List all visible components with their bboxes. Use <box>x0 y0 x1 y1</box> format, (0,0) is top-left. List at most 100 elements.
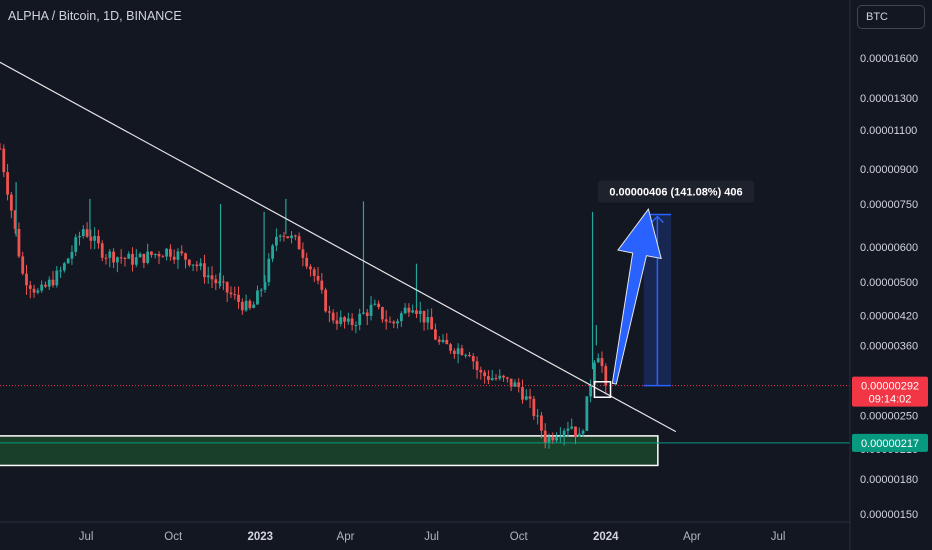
candle-body <box>445 339 449 345</box>
y-tick-label: 0.00000750 <box>860 199 918 211</box>
candle-body <box>392 321 396 324</box>
y-tick-label: 0.00000250 <box>860 411 918 423</box>
candle-body <box>524 396 528 400</box>
candle-body <box>449 344 452 351</box>
candle-body <box>566 428 570 431</box>
candle-body <box>320 280 324 290</box>
candle-body <box>430 317 434 330</box>
candle-body <box>256 290 259 305</box>
candle-body <box>316 275 320 281</box>
candle-body <box>206 275 210 278</box>
candle-body <box>543 430 547 443</box>
candle-body <box>381 307 384 320</box>
candle-body <box>600 358 604 367</box>
candle-body <box>358 313 362 326</box>
candle-body <box>377 303 381 308</box>
candle-body <box>324 289 328 312</box>
candle-body <box>411 310 415 313</box>
candle-body <box>271 245 275 259</box>
candle-body <box>403 307 407 314</box>
candle-body <box>335 320 339 324</box>
candle-body <box>456 348 460 355</box>
candle-body <box>327 311 331 313</box>
currency-button[interactable]: BTC <box>857 5 925 29</box>
candle-body <box>134 257 138 265</box>
candle-body <box>494 378 498 380</box>
candle-body <box>214 279 218 284</box>
countdown-label: 09:14:02 <box>869 394 912 406</box>
candle-body <box>437 339 441 342</box>
measure-label: 0.00000406 (141.08%) 406 <box>609 187 742 199</box>
candle-body <box>55 270 59 286</box>
y-tick-label: 0.00001600 <box>860 53 918 65</box>
candle-body <box>142 253 146 263</box>
candle-body <box>513 382 517 387</box>
candle-body <box>418 310 422 314</box>
candle-body <box>290 235 293 239</box>
candle-body <box>78 235 81 238</box>
candle-body <box>369 304 373 316</box>
candle-body <box>97 235 100 244</box>
candle-body <box>25 273 28 286</box>
candle-body <box>115 257 119 263</box>
candle-body <box>0 148 2 150</box>
candle-body <box>384 319 388 322</box>
candle-body <box>267 258 271 283</box>
support-zone <box>0 435 659 467</box>
candle-body <box>517 382 521 388</box>
candle-body <box>191 264 195 266</box>
candle-body <box>138 253 142 258</box>
candle-body <box>585 396 589 431</box>
candle-body <box>233 294 237 296</box>
candle-body <box>562 430 566 437</box>
candle-body <box>93 235 97 241</box>
candle-body <box>6 172 9 195</box>
current-price-tag <box>852 376 928 407</box>
candle-body <box>104 257 108 259</box>
candle-body <box>85 229 89 237</box>
candle-body <box>36 290 40 293</box>
candle-body <box>153 253 157 256</box>
candle-body <box>112 251 115 263</box>
candle-body <box>40 284 44 291</box>
candle-body <box>312 269 316 276</box>
support-price-label: 0.00000217 <box>861 438 919 450</box>
candle-body <box>505 377 509 379</box>
candle-body <box>168 248 172 257</box>
candle-body <box>483 372 487 377</box>
candle-body <box>165 248 168 257</box>
candle-body <box>9 194 13 211</box>
candle-body <box>240 301 244 311</box>
candle-body <box>464 354 468 356</box>
x-tick-label: Oct <box>164 531 183 543</box>
candle-body <box>89 236 93 241</box>
candle-body <box>498 375 502 379</box>
candle-body <box>528 396 532 399</box>
candle-body <box>259 289 263 291</box>
candle-body <box>407 307 411 313</box>
candle-body <box>339 317 343 324</box>
candle-body <box>66 258 70 264</box>
candle-body <box>74 237 78 252</box>
candle-body <box>180 251 184 254</box>
candle-body <box>62 263 66 271</box>
candle-body <box>471 356 475 362</box>
projection-arrow <box>611 208 662 385</box>
current-price-label: 0.00000292 <box>861 381 919 393</box>
candle-body <box>540 415 543 431</box>
candle-body <box>28 285 32 289</box>
candle-body <box>422 310 426 323</box>
y-tick-label: 0.00000900 <box>860 164 918 176</box>
y-tick-label: 0.00000150 <box>860 509 918 521</box>
candle-body <box>195 264 199 267</box>
candle-body <box>176 251 180 260</box>
x-tick-label: Apr <box>337 531 355 543</box>
candle-body <box>51 279 55 286</box>
candle-body <box>21 256 25 274</box>
candle-body <box>70 251 74 259</box>
candle-body <box>100 243 104 258</box>
candle-body <box>532 398 536 417</box>
y-tick-label: 0.00000420 <box>860 311 918 323</box>
